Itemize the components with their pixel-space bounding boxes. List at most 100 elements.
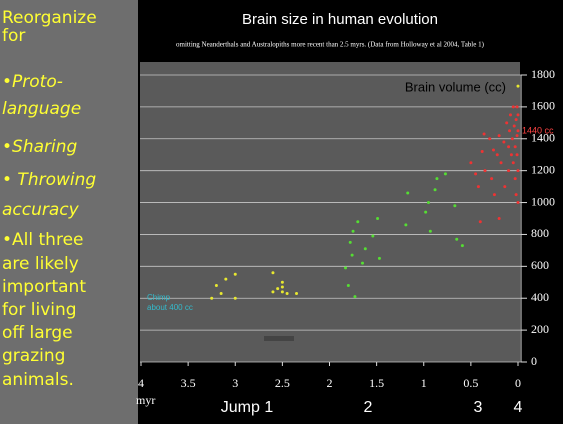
- point: [224, 277, 228, 281]
- side-text: for: [2, 26, 25, 46]
- point: [512, 124, 516, 128]
- side-text: language: [2, 99, 81, 119]
- point: [511, 161, 515, 165]
- x-tick-label: 1: [421, 376, 427, 390]
- chart-title: Brain size in human evolution: [242, 11, 438, 28]
- point: [360, 261, 364, 265]
- y-tick-label: 800: [531, 226, 549, 240]
- point: [482, 132, 486, 136]
- y-tick-label: 1800: [531, 67, 555, 81]
- point: [443, 172, 447, 176]
- point: [346, 283, 350, 287]
- point: [497, 217, 501, 220]
- point: [344, 266, 348, 270]
- point: [495, 153, 499, 157]
- point: [214, 283, 218, 287]
- point: [350, 253, 354, 257]
- point: [507, 145, 511, 149]
- point: [510, 137, 514, 141]
- point: [480, 150, 484, 154]
- point: [516, 113, 520, 117]
- point: [516, 129, 520, 133]
- x-tick-label: 0.5: [463, 376, 478, 390]
- point: [478, 220, 482, 224]
- point: [514, 193, 518, 197]
- point: [285, 291, 289, 295]
- side-text: accuracy: [2, 200, 80, 220]
- point: [363, 247, 367, 251]
- point: [516, 84, 520, 88]
- point: [514, 118, 518, 122]
- side-text: • Throwing: [2, 170, 96, 190]
- side-text: •All three: [2, 230, 83, 250]
- side-text: important: [2, 277, 86, 297]
- side-text: are likely: [2, 254, 79, 274]
- point: [210, 296, 214, 300]
- point: [503, 185, 507, 189]
- point: [476, 185, 480, 189]
- point: [219, 291, 223, 295]
- point: [499, 161, 503, 165]
- point: [490, 177, 494, 181]
- jump-label: 2: [364, 399, 373, 416]
- point: [491, 148, 495, 152]
- x-tick-label: 3: [232, 376, 238, 390]
- point: [371, 234, 375, 238]
- point: [513, 145, 517, 149]
- point: [488, 137, 492, 141]
- side-text: off large: [2, 323, 73, 343]
- side-text: Reorganize: [2, 8, 97, 28]
- point: [497, 134, 501, 138]
- x-tick-label: 3.5: [181, 376, 196, 390]
- point: [516, 201, 520, 205]
- point: [348, 240, 352, 244]
- plot-area: [140, 62, 520, 362]
- point: [515, 105, 519, 109]
- point: [508, 129, 512, 133]
- x-tick-label: 2.5: [275, 376, 290, 390]
- point: [377, 256, 381, 260]
- point: [474, 172, 478, 176]
- blank-box: [264, 336, 294, 341]
- x-tick-label: 0: [515, 376, 521, 390]
- jump-label: 3: [474, 399, 483, 416]
- y-tick-label: 0: [531, 354, 537, 368]
- point: [406, 191, 410, 195]
- y-tick-label: 400: [531, 290, 549, 304]
- point: [455, 237, 459, 241]
- chart-subtitle: omitting Neanderthals and Australopiths …: [176, 41, 485, 49]
- point: [513, 177, 517, 181]
- y-tick-label: 1600: [531, 99, 555, 113]
- point: [351, 229, 355, 233]
- point: [509, 153, 513, 157]
- annotation: Chimp: [147, 293, 171, 302]
- point: [356, 220, 360, 224]
- point: [460, 244, 464, 248]
- side-text: animals.: [2, 370, 74, 390]
- point: [435, 177, 439, 181]
- x-tick-label: 4: [138, 376, 144, 390]
- x-tick-label: 1.5: [369, 376, 384, 390]
- point: [295, 291, 299, 295]
- point: [271, 290, 275, 294]
- y-tick-label: 1400: [531, 131, 555, 145]
- point: [508, 113, 512, 117]
- point: [233, 296, 237, 300]
- point: [233, 272, 237, 276]
- jump-label: 4: [514, 399, 523, 416]
- side-text: for living: [2, 300, 77, 320]
- point: [469, 161, 473, 165]
- annotation: 1440 cc: [522, 125, 554, 135]
- y-tick-label: 200: [531, 322, 549, 336]
- point: [483, 169, 487, 173]
- point: [280, 290, 284, 294]
- point: [276, 287, 280, 291]
- point: [505, 121, 509, 125]
- point: [280, 280, 284, 284]
- point: [515, 153, 519, 157]
- y-tick-label: 1200: [531, 162, 555, 176]
- side-text: •Proto-: [2, 72, 63, 92]
- side-text: grazing: [2, 346, 65, 366]
